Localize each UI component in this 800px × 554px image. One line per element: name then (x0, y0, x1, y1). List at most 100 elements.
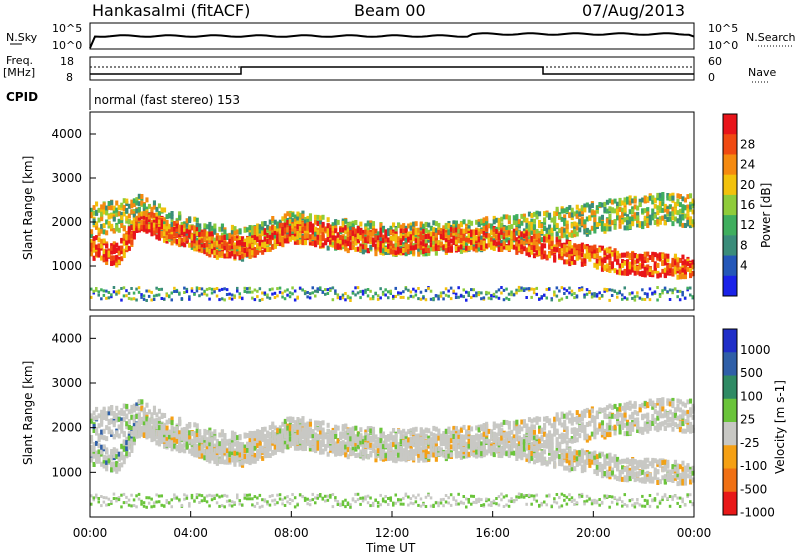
power-echo-cell (568, 249, 572, 255)
power-echo-cell (160, 207, 164, 213)
power-echo-cell (532, 287, 536, 291)
power-echo-cell (465, 245, 469, 251)
power-echo-cell (540, 229, 544, 234)
power-echo-cell (384, 247, 388, 252)
power-echo-cell (241, 253, 245, 259)
power-echo-cell (636, 291, 639, 295)
velocity-echo-cell (112, 497, 116, 500)
power-echo-cell (100, 223, 104, 229)
power-echo-cell (90, 239, 94, 244)
velocity-echo-cell (200, 450, 204, 456)
power-echo-cell (563, 214, 567, 220)
power-echo-cell (653, 252, 657, 258)
power-echo-cell (457, 286, 460, 290)
velocity-echo-cell (157, 494, 161, 498)
power-echo-cell (683, 296, 687, 300)
power-echo-cell (583, 207, 587, 213)
power-echo-cell (142, 208, 146, 214)
velocity-echo-cell (132, 504, 136, 507)
power-echo-cell (600, 245, 605, 251)
power-echo-cell (676, 295, 679, 299)
power-echo-cell (308, 292, 312, 296)
velocity-echo-cell (115, 468, 119, 474)
velocity-echo-cell (190, 496, 194, 500)
power-echo-cell (321, 236, 325, 242)
power-echo-cell (356, 234, 360, 240)
power-echo-cell (691, 271, 695, 277)
power-echo-cell (263, 291, 267, 295)
power-echo-cell (658, 295, 662, 298)
velocity-echo-cell (112, 492, 116, 496)
velocity-echo-cell (225, 448, 230, 454)
power-echo-cell (575, 231, 579, 237)
power-echo-cell (475, 235, 479, 241)
power-echo-cell (127, 234, 131, 240)
power-echo-cell (487, 296, 491, 300)
power-echo-cell (223, 287, 226, 291)
power-echo-cell (132, 217, 136, 223)
velocity-echo-cell (205, 429, 209, 435)
power-echo-cell (165, 235, 169, 240)
power-echo-cell (185, 290, 189, 294)
velocity-echo-cell (112, 447, 116, 453)
velocity-echo-cell (268, 503, 272, 507)
power-echo-cell (178, 224, 182, 230)
power-echo-cell (636, 215, 640, 221)
power-echo-cell (278, 231, 282, 237)
power-echo-cell (563, 219, 567, 225)
power-echo-cell (646, 218, 650, 224)
velocity-echo-cell (135, 494, 138, 498)
power-echo-cell (447, 229, 451, 235)
power-echo-cell (583, 258, 587, 264)
power-echo-cell (183, 231, 187, 237)
velocity-echo-cell (183, 433, 187, 439)
power-echo-cell (543, 293, 546, 297)
power-echo-cell (150, 290, 153, 294)
power-echo-cell (213, 237, 217, 243)
power-echo-cell (381, 292, 385, 296)
power-echo-cell (472, 288, 476, 292)
power-echo-cell (447, 241, 451, 247)
power-echo-cell (470, 295, 473, 299)
power-echo-cell (603, 226, 607, 232)
power-echo-cell (213, 290, 216, 294)
power-echo-cell (643, 272, 647, 278)
velocity-echo-cell (173, 437, 177, 443)
velocity-echo-cell (110, 501, 113, 505)
power-echo-cell (565, 247, 569, 253)
power-echo-cell (520, 220, 524, 226)
power-echo-cell (263, 236, 267, 242)
velocity-echo-cell (112, 461, 116, 467)
power-echo-cell (553, 226, 557, 231)
power-echo-cell (303, 233, 308, 239)
power-echo-cell (188, 224, 192, 230)
velocity-echo-cell (130, 404, 134, 410)
power-echo-cell (610, 288, 614, 292)
power-echo-cell (580, 252, 584, 258)
power-echo-cell (419, 225, 423, 231)
velocity-echo-cell (251, 431, 255, 436)
power-echo-cell (178, 291, 181, 295)
power-echo-cell (228, 238, 232, 244)
power-echo-cell (203, 223, 207, 229)
velocity-echo-cell (230, 450, 235, 456)
power-echo-cell (676, 198, 680, 204)
velocity-echo-cell (110, 429, 114, 435)
power-echo-cell (316, 239, 320, 245)
power-echo-cell (661, 261, 665, 266)
power-y-tick-label: 1000 (51, 259, 82, 273)
power-echo-cell (175, 220, 179, 226)
velocity-echo-cell (238, 445, 242, 451)
velocity-echo-cell (115, 462, 119, 468)
power-echo-cell (543, 251, 547, 257)
power-echo-cell (593, 292, 596, 296)
power-echo-cell (165, 294, 169, 298)
power-echo-cell (122, 226, 126, 231)
power-echo-cell (336, 293, 340, 297)
power-echo-cell (548, 244, 552, 250)
power-echo-cell (656, 270, 660, 276)
velocity-echo-cell (208, 504, 211, 508)
velocity-echo-cell (230, 430, 235, 436)
velocity-echo-cell (195, 428, 199, 434)
power-echo-cell (520, 236, 524, 242)
